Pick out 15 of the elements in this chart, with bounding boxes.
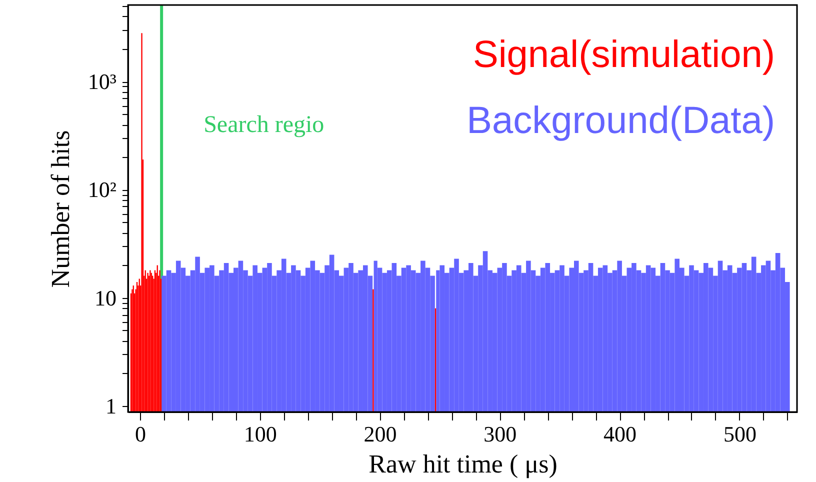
y-tick-label: 1 [106, 393, 116, 418]
x-tick-label: 200 [364, 422, 397, 446]
text: Background(Data) [466, 100, 775, 142]
x-tick-label: 300 [484, 422, 517, 446]
y-tick-label: 10 [94, 285, 116, 310]
ref-line-label: Search regio [204, 112, 324, 138]
y-tick-label: 10² [88, 177, 117, 202]
x-tick-label: 100 [244, 422, 277, 446]
x-tick-label: 0 [134, 422, 146, 446]
y-tick-label: 10³ [88, 69, 117, 94]
x-tick-label: 400 [604, 422, 637, 446]
y-axis-title: Number of hits [46, 130, 75, 288]
x-tick-label: 500 [723, 422, 756, 446]
x-axis-title: Raw hit time ( μs) [368, 450, 558, 478]
text: Signal(simulation) [472, 34, 775, 76]
